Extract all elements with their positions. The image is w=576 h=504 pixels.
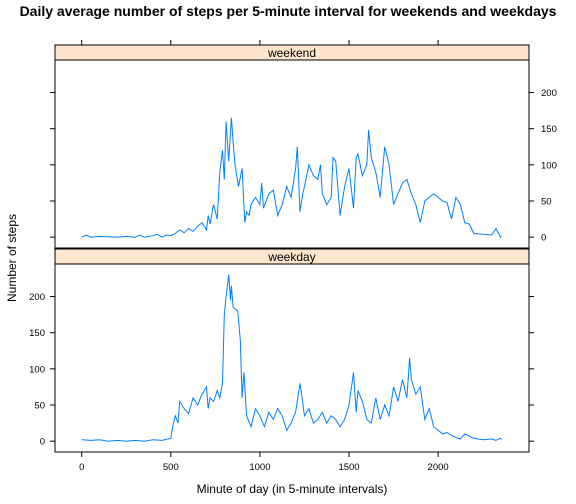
x-tick-label: 2000 — [428, 462, 449, 473]
x-axis: 0 500 1000 1500 2000 — [79, 452, 449, 473]
strip-label-weekday: weekday — [267, 250, 315, 264]
panel-weekend: weekend 0 50 100 150 200 — [50, 44, 557, 249]
y-tick-label: 150 — [541, 124, 557, 135]
y-tick-label: 50 — [34, 401, 45, 412]
x-tick-label: 1500 — [338, 462, 359, 473]
plot-area-weekend — [54, 59, 530, 249]
y-tick-label: 100 — [541, 160, 557, 171]
y-tick-label: 50 — [541, 197, 552, 208]
y-tick-label: 200 — [29, 292, 45, 303]
y-tick-label: 100 — [29, 364, 45, 375]
weekend-y-axis: 0 50 100 150 200 — [50, 88, 557, 244]
chart-title: Daily average number of steps per 5-minu… — [20, 3, 557, 19]
y-tick-label: 0 — [541, 233, 546, 244]
weekday-y-axis: 0 50 100 150 200 — [29, 292, 534, 448]
series-line-weekend — [81, 117, 502, 239]
series-line-weekday — [81, 274, 502, 442]
x-tick-label: 500 — [163, 462, 179, 473]
panel-weekday: weekday 0 50 100 150 200 — [29, 248, 534, 453]
x-tick-label: 1000 — [249, 462, 270, 473]
plot-area-weekday — [54, 263, 530, 453]
y-tick-label: 200 — [541, 88, 557, 99]
x-tick-label: 0 — [79, 462, 84, 473]
x-axis-title: Minute of day (in 5-minute intervals) — [197, 482, 388, 496]
y-tick-label: 150 — [29, 328, 45, 339]
y-axis-title: Number of steps — [5, 214, 19, 302]
top-axis-ticks — [81, 40, 439, 45]
strip-label-weekend: weekend — [267, 46, 316, 60]
y-tick-label: 0 — [40, 437, 45, 448]
